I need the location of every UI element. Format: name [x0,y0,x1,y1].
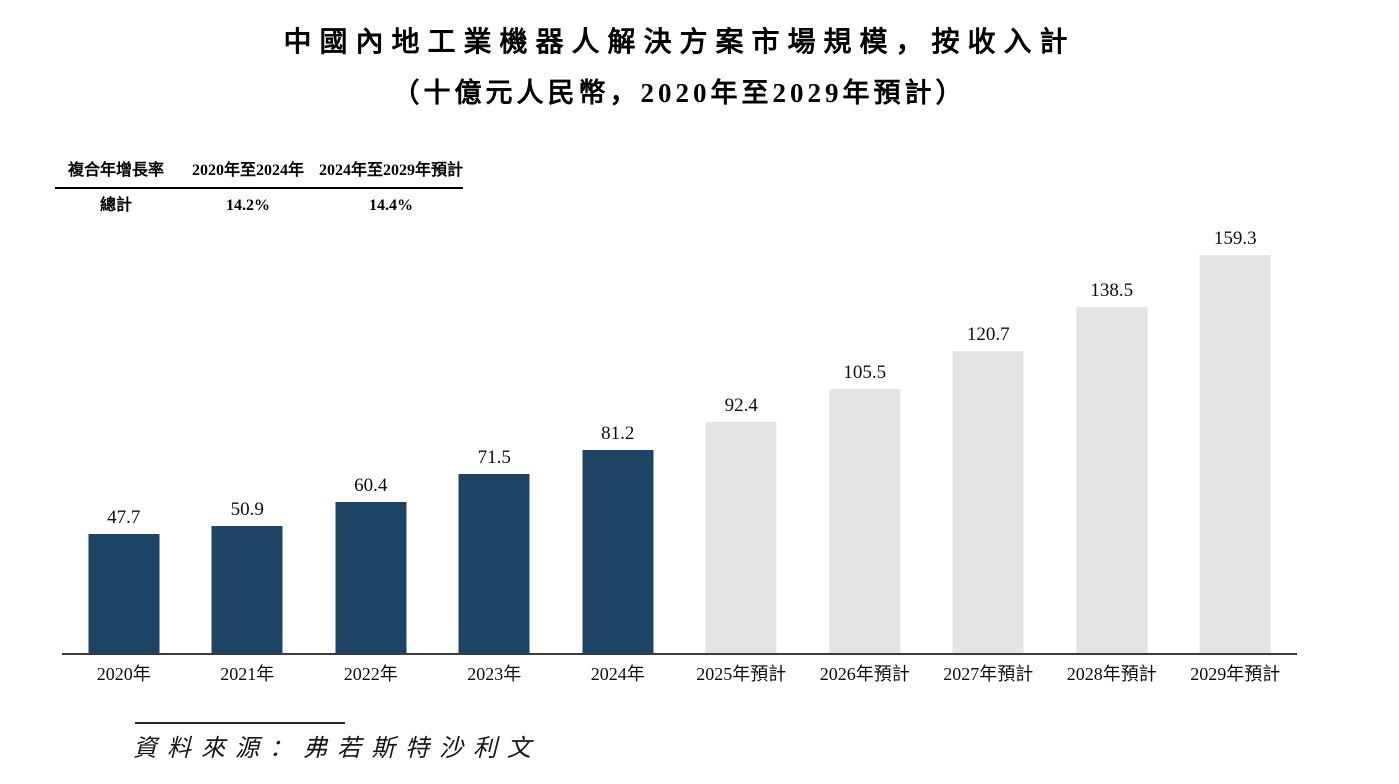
bar-2023年 [458,474,530,653]
cagr-table: 複合年增長率 2020年至2024年 2024年至2029年預計 總計 14.2… [55,160,463,217]
bar-slot: 92.4 [680,230,804,653]
source-divider-line [135,722,345,724]
bar-2025年預計 [705,422,777,653]
bar-2026年預計 [829,389,901,653]
bar-slot: 105.5 [803,230,927,653]
cagr-value-2024-2029: 14.4% [369,197,413,214]
cagr-table-header-row: 複合年增長率 2020年至2024年 2024年至2029年預計 [55,160,463,189]
bar-value-label: 71.5 [477,447,511,468]
bar-value-label: 81.2 [601,423,635,444]
bar-value-label: 60.4 [354,475,388,496]
bar-value-label: 47.7 [107,507,141,528]
x-axis-label: 2024年 [590,664,645,684]
cagr-header-metric: 複合年增長率 [67,162,164,179]
bar-2028年預計 [1076,307,1148,653]
bar-slot: 81.2 [556,230,680,653]
x-axis-label: 2029年預計 [1190,664,1281,684]
cagr-row-label: 總計 [99,197,132,214]
bar-slot: 47.7 [62,230,186,653]
bar-value-label: 50.9 [230,499,264,520]
bar-value-label: 138.5 [1090,280,1134,301]
x-axis-label: 2023年 [467,664,522,684]
bar-value-label: 92.4 [724,395,758,416]
bar-value-label: 105.5 [843,362,887,383]
cagr-value-2020-2024: 14.2% [226,197,270,214]
cagr-header-period-2: 2024年至2029年預計 [319,162,464,179]
x-axis-label: 2027年預計 [943,664,1034,684]
bar-2020年 [88,534,160,653]
chart-title: 中國內地工業機器人解決方案市場規模，按收入計 [283,27,1076,58]
cagr-header-period-1: 2020年至2024年 [191,162,304,179]
bar-slot: 50.9 [186,230,310,653]
bar-value-label: 120.7 [966,324,1010,345]
bar-2027年預計 [952,351,1024,653]
bar-slot: 138.5 [1050,230,1174,653]
bar-value-label: 159.3 [1213,228,1257,249]
x-axis-label: 2020年 [96,664,151,684]
bar-slot: 71.5 [433,230,557,653]
x-axis-label: 2025年預計 [696,664,787,684]
bar-plot: 47.7 50.9 60.4 71.5 81.2 92.4 105.5 120.7 138.5 1… [62,228,1298,655]
bar-slot: 159.3 [1174,228,1298,653]
x-axis-label: 2026年預計 [819,664,910,684]
bar-2024年 [582,450,654,653]
x-axis-labels: 2020年 2021年 2022年 2023年 2024年 2025年預計 2026年預計 2… [62,662,1297,688]
x-axis-label: 2021年 [220,664,275,684]
bar-2022年 [335,502,407,653]
x-axis-label: 2028年預計 [1066,664,1157,684]
x-axis-label: 2022年 [343,664,398,684]
bar-slot: 60.4 [309,230,433,653]
bar-2029年預計 [1199,255,1271,653]
cagr-table-data-row: 總計 14.2% 14.4% [55,189,463,217]
bar-slot: 120.7 [927,230,1051,653]
source-note: 資料來源：弗若斯特沙利文 [133,736,541,762]
bar-2021年 [211,526,283,653]
chart-title-block: 中國內地工業機器人解決方案市場規模，按收入計 （十億元人民幣，2020年至202… [62,24,1297,110]
chart-subtitle: （十億元人民幣，2020年至2029年預計） [392,78,967,108]
